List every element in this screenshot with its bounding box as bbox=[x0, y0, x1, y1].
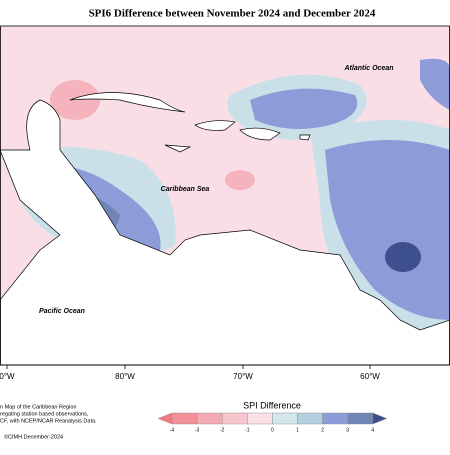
legend-tick-label: 4 bbox=[371, 427, 374, 433]
caption-line: CF, with NCEP/NCAR Reanalysis Data. bbox=[0, 418, 97, 424]
island bbox=[69, 92, 186, 113]
ocean-label: Atlantic Ocean bbox=[343, 65, 393, 72]
sea-label: Caribbean Sea bbox=[161, 186, 210, 193]
anomaly-area bbox=[225, 170, 255, 190]
copyright: ©CIMH December-2024 bbox=[4, 433, 63, 440]
longitude-label: 60°W bbox=[360, 372, 380, 381]
legend-tick-label: -1 bbox=[245, 427, 250, 433]
map-title: SPI6 Difference between November 2024 an… bbox=[89, 8, 376, 20]
longitude-label: 80°W bbox=[115, 372, 135, 381]
mainland bbox=[0, 99, 450, 366]
legend-tick-label: -2 bbox=[220, 427, 225, 433]
island bbox=[194, 120, 236, 131]
legend-swatch bbox=[347, 412, 374, 425]
legend-tick-label: 2 bbox=[321, 427, 324, 433]
anomaly-area bbox=[50, 80, 100, 120]
caption-line: regating station based observations, bbox=[0, 411, 89, 417]
legend-swatch bbox=[171, 412, 198, 425]
legend-swatch bbox=[372, 412, 388, 425]
island bbox=[164, 144, 192, 153]
legend: -4 -3 -2 -1 0 1 2 3 4 bbox=[157, 412, 388, 433]
anomaly-area bbox=[250, 88, 358, 129]
legend-tick-label: 3 bbox=[346, 427, 349, 433]
anomaly-area bbox=[325, 140, 450, 320]
caption-line: n Map of the Caribbean Region bbox=[0, 404, 76, 410]
legend-swatch bbox=[297, 412, 323, 425]
legend-tick-label: 1 bbox=[296, 427, 299, 433]
island bbox=[299, 134, 311, 141]
legend-title: SPI Difference bbox=[243, 400, 301, 410]
legend-swatch bbox=[322, 412, 348, 425]
longitude-label: 70°W bbox=[233, 372, 253, 381]
map-area bbox=[0, 25, 450, 366]
anomaly-area bbox=[420, 58, 450, 110]
legend-swatch bbox=[221, 412, 248, 425]
anomaly-area bbox=[385, 242, 421, 272]
island bbox=[239, 127, 281, 141]
longitude-label: 0°W bbox=[0, 372, 15, 381]
longitude-labels: 0°W 80°W 70°W 60°W bbox=[0, 365, 380, 381]
legend-swatch bbox=[272, 412, 298, 425]
legend-tick-label: -3 bbox=[195, 427, 200, 433]
legend-tick-label: 0 bbox=[271, 427, 274, 433]
ocean-label: Pacific Ocean bbox=[39, 308, 85, 315]
legend-swatch bbox=[247, 412, 273, 425]
legend-swatch bbox=[196, 412, 223, 425]
legend-tick-label: -4 bbox=[170, 427, 175, 433]
